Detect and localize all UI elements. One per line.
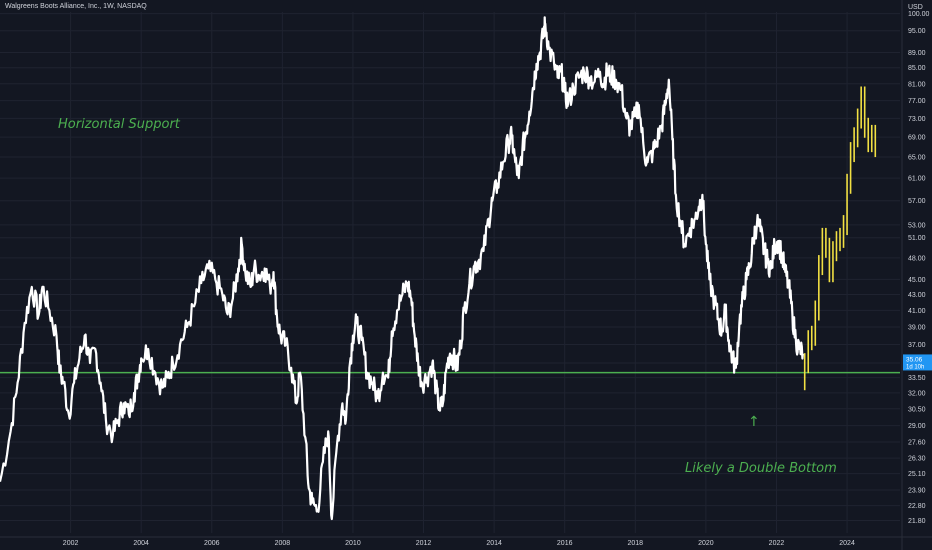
y-tick-label: 30.50	[908, 406, 926, 413]
last-price-marker	[903, 354, 932, 371]
y-tick-label: 65.00	[908, 155, 926, 162]
x-tick-label: 2014	[486, 540, 502, 547]
y-tick-label: 22.80	[908, 503, 926, 510]
x-tick-label: 2004	[133, 540, 149, 547]
last-price-countdown: 1d 10h	[906, 364, 924, 370]
y-tick-label: 27.60	[908, 440, 926, 447]
annotation-double-bottom[interactable]: Likely a Double Bottom	[685, 461, 837, 476]
x-tick-label: 2022	[769, 540, 785, 547]
y-tick-label: 73.00	[908, 116, 926, 123]
y-tick-label: 41.00	[908, 308, 926, 315]
y-tick-label: 25.10	[908, 471, 926, 478]
x-tick-label: 2010	[345, 540, 361, 547]
y-tick-label: 95.00	[908, 28, 926, 35]
price-line	[0, 16, 804, 521]
arrow-up-icon[interactable]: ↑	[748, 414, 760, 430]
y-tick-label: 37.00	[908, 342, 926, 349]
x-tick-label: 2018	[628, 540, 644, 547]
x-tick-label: 2002	[63, 540, 79, 547]
x-tick-label: 2006	[204, 540, 220, 547]
y-tick-label: 48.00	[908, 255, 926, 262]
x-tick-label: 2020	[698, 540, 714, 547]
y-tick-label: 21.80	[908, 518, 926, 525]
y-tick-label: 45.00	[908, 277, 926, 284]
y-tick-label: 81.00	[908, 81, 926, 88]
y-tick-label: 69.00	[908, 135, 926, 142]
chart-title: Walgreens Boots Alliance, Inc., 1W, NASD…	[5, 3, 147, 10]
y-tick-label: 26.30	[908, 456, 926, 463]
y-tick-label: 57.00	[908, 198, 926, 205]
y-tick-label: 29.00	[908, 423, 926, 430]
x-tick-label: 2016	[557, 540, 573, 547]
annotation-horizontal-support[interactable]: Horizontal Support	[58, 117, 180, 132]
y-tick-label: 23.90	[908, 487, 926, 494]
y-tick-label: 32.00	[908, 390, 926, 397]
y-tick-label: 61.00	[908, 176, 926, 183]
last-price-value: 35.06	[906, 356, 923, 363]
x-tick-label: 2008	[275, 540, 291, 547]
y-tick-label: 39.00	[908, 325, 926, 332]
y-tick-label: 100.00	[908, 11, 930, 18]
y-tick-label: 53.00	[908, 222, 926, 229]
y-tick-label: 77.00	[908, 98, 926, 105]
x-tick-label: 2024	[839, 540, 855, 547]
y-tick-label: 85.00	[908, 65, 926, 72]
currency-label: USD	[908, 4, 923, 11]
y-tick-label: 33.50	[908, 375, 926, 382]
x-tick-label: 2012	[416, 540, 432, 547]
y-tick-label: 43.00	[908, 292, 926, 299]
y-tick-label: 89.00	[908, 50, 926, 57]
y-tick-label: 51.00	[908, 235, 926, 242]
